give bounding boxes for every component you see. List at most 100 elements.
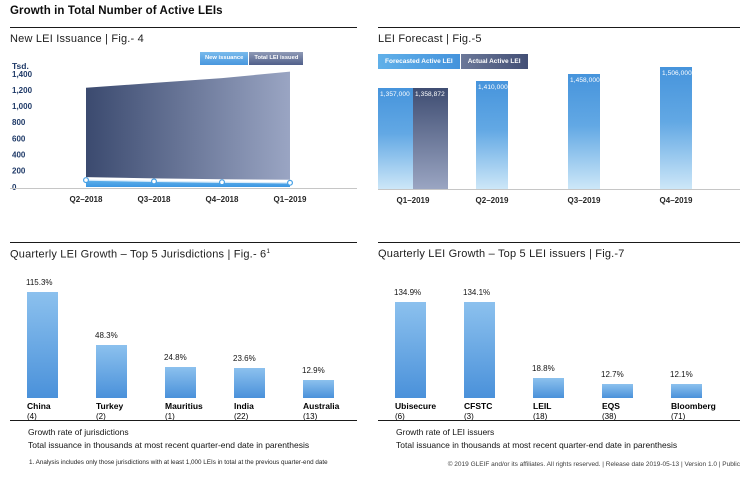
chart-notes: Growth rate of jurisdictions Total issua…	[28, 426, 309, 451]
forecasted-active-lei-bar: 1,410,000	[476, 81, 508, 189]
panel-title: Quarterly LEI Growth – Top 5 LEI issuers…	[378, 248, 625, 260]
growth-bar-india	[234, 368, 265, 398]
category-count: (3)	[464, 412, 474, 421]
bar-percent-label: 23.6%	[233, 354, 256, 363]
forecasted-active-lei-bar: 1,506,000	[660, 67, 692, 189]
category-name: Australia	[303, 401, 340, 411]
category-labels: China (4) Turkey (2) Mauritius (1) India (22) Au…	[10, 401, 357, 427]
x-axis-label: Q1–2019	[396, 196, 430, 205]
bar-chart: 134.9% 134.1% 18.8% 12.7% 12.1%	[378, 273, 740, 398]
actual-active-lei-bar: 1,358,872	[413, 88, 448, 189]
legend: Forecasted Active LEI Actual Active LEI	[378, 54, 529, 69]
panel-top5-jurisdictions: Quarterly LEI Growth – Top 5 Jurisdictio…	[10, 242, 357, 474]
document-footer: © 2019 GLEIF and/or its affiliates. All …	[447, 461, 740, 468]
new-issuance-area	[86, 180, 290, 187]
x-axis-label: Q3–2018	[137, 195, 171, 204]
x-axis-line	[10, 188, 357, 189]
panel-title: Quarterly LEI Growth – Top 5 Jurisdictio…	[10, 248, 270, 261]
note-line: Total issuance in thousands at most rece…	[28, 439, 310, 450]
x-axis-labels: Q2–2018 Q3–2018 Q4–2018 Q1–2019	[10, 195, 357, 207]
category-name: Turkey	[96, 401, 124, 411]
category-name: China	[27, 401, 51, 411]
bar-value-label: 1,410,000	[478, 84, 508, 91]
area-chart: 1,400 1,200 1,000 800 600 400 200 0	[12, 70, 294, 192]
y-axis-tick-label: 200	[12, 167, 26, 176]
y-axis-tick-label: 800	[12, 118, 26, 127]
x-axis-label: Q4–2018	[205, 195, 239, 204]
growth-bar-australia	[303, 380, 334, 398]
panel-title-text: Quarterly LEI Growth – Top 5 Jurisdictio…	[10, 248, 267, 261]
panel-title-text: Quarterly LEI Growth – Top 5 LEI issuers…	[378, 248, 625, 260]
chart-notes: Growth rate of LEI issuers Total issuanc…	[396, 426, 677, 451]
category-count: (38)	[602, 412, 617, 421]
category-count: (22)	[234, 412, 249, 421]
bar-chart: 1,357,000 1,358,872 1,410,000 1,458,000 1,50…	[378, 28, 740, 189]
note-line: Growth rate of LEI issuers	[396, 427, 495, 437]
category-count: (1)	[165, 412, 175, 421]
y-axis-tick-label: 1,400	[12, 70, 33, 79]
growth-bar-mauritius	[165, 367, 196, 398]
bar-percent-label: 12.9%	[302, 366, 325, 375]
page-title: Growth in Total Number of Active LEIs	[10, 5, 223, 17]
panel-lei-forecast: LEI Forecast | Fig.-5 Forecasted Active …	[378, 27, 740, 233]
x-axis-label: Q2–2019	[475, 196, 509, 205]
bar-percent-label: 12.1%	[670, 370, 693, 379]
category-name: Ubisecure	[395, 401, 437, 411]
bar-chart: 115.3% 48.3% 24.8% 23.6% 12.9%	[10, 273, 357, 398]
bar-percent-label: 134.1%	[463, 288, 491, 297]
footnote: 1. Analysis includes only those jurisdic…	[29, 459, 328, 466]
category-name: EQS	[602, 401, 620, 411]
category-count: (18)	[533, 412, 548, 421]
y-axis-tick-label: 400	[12, 151, 26, 160]
category-name: CFSTC	[464, 401, 493, 411]
panel-title-text: LEI Forecast | Fig.-5	[378, 33, 482, 45]
y-axis-tick-label: 0	[12, 183, 17, 192]
x-axis-label: Q2–2018	[69, 195, 103, 204]
bar-percent-label: 24.8%	[164, 353, 187, 362]
legend-item-actual-active-lei: Actual Active LEI	[460, 54, 528, 69]
category-count: (2)	[96, 412, 106, 421]
panel-top5-lei-issuers: Quarterly LEI Growth – Top 5 LEI issuers…	[378, 242, 740, 474]
new-issuance-marker	[287, 179, 294, 186]
bar-percent-label: 115.3%	[26, 278, 53, 287]
legend-item-forecasted-active-lei: Forecasted Active LEI	[378, 54, 460, 69]
divider-line	[10, 420, 357, 421]
panel-title: New LEI Issuance | Fig.- 4	[10, 33, 144, 45]
bar-percent-label: 12.7%	[601, 370, 624, 379]
growth-bar-bloomberg	[671, 384, 702, 398]
y-axis-tick-label: 1,000	[12, 102, 33, 111]
legend: New issuance Total LEI issued	[200, 52, 304, 65]
category-name: Mauritius	[165, 401, 203, 411]
growth-bar-cfstc	[464, 302, 495, 398]
x-axis-label: Q1–2019	[273, 195, 307, 204]
category-name: India	[234, 401, 254, 411]
bar-percent-label: 18.8%	[532, 364, 555, 373]
note-line: Total issuance in thousands at most rece…	[396, 439, 678, 450]
note-line: Growth rate of jurisdictions	[28, 427, 129, 437]
category-labels: Ubisecure (6) CFSTC (3) LEIL (18) EQS (38) Bloom…	[378, 401, 740, 427]
category-count: (4)	[27, 412, 37, 421]
x-axis-label: Q4–2019	[659, 196, 693, 205]
category-name: Bloomberg	[671, 401, 716, 411]
legend-item-total-lei-issued: Total LEI issued	[249, 52, 304, 65]
category-count: (71)	[671, 412, 686, 421]
bar-value-label: 1,357,000	[380, 91, 410, 98]
panel-new-lei-issuance: New LEI Issuance | Fig.- 4 New issuance …	[10, 27, 357, 233]
new-issuance-marker	[82, 177, 89, 184]
divider-line	[378, 420, 740, 421]
new-issuance-marker	[219, 179, 226, 186]
new-issuance-top-line	[85, 179, 291, 184]
growth-bar-eqs	[602, 384, 633, 398]
y-axis-tick-label: 600	[12, 134, 26, 143]
growth-bar-leil	[533, 378, 564, 398]
growth-bar-china	[27, 292, 58, 398]
y-axis-unit-label: Tsd.	[12, 61, 29, 71]
bar-value-label: 1,358,872	[415, 91, 445, 98]
growth-bar-ubisecure	[395, 302, 426, 398]
bar-value-label: 1,458,000	[570, 77, 600, 84]
category-count: (13)	[303, 412, 318, 421]
category-count: (6)	[395, 412, 405, 421]
category-name: LEIL	[533, 401, 552, 411]
x-axis-line	[378, 189, 740, 190]
footnote-marker: 1	[266, 248, 271, 255]
